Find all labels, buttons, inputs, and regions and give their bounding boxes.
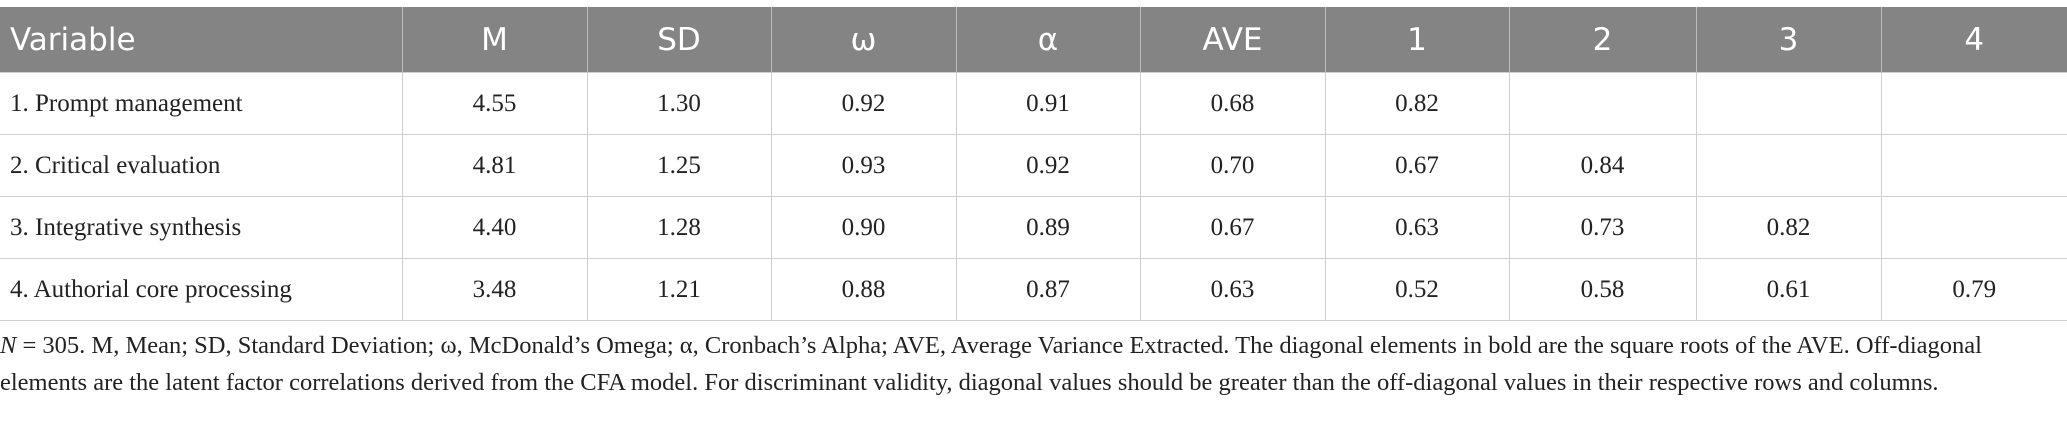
header-cell: 4 [1880,7,2067,73]
table-cell: 3. Integrative synthesis [0,196,403,259]
table-row: 1. Prompt management 4.55 1.30 0.92 0.91 0.68… [0,72,2067,135]
table-cell [1695,134,1882,197]
header-row: Variable M SD ω α AVE 1 2 3 4 [0,7,2067,73]
table-cell: 0.68 [1139,72,1326,135]
table-cell [1695,72,1882,135]
header-cell: Variable [0,7,402,73]
table-cell: 1. Prompt management [0,72,403,135]
table-cell: 0.70 [1139,134,1326,197]
table-cell: 0.87 [955,258,1141,321]
table-row: 4. Authorial core processing 3.48 1.21 0.88… [0,258,2067,321]
table-cell: 0.92 [770,72,957,135]
table-cell: 3.48 [401,258,588,321]
table-cell: 0.67 [1324,134,1510,197]
header-cell: α [955,7,1140,73]
table-cell: 0.82 [1695,196,1882,259]
header-cell: 1 [1324,7,1509,73]
table-cell: 0.91 [955,72,1141,135]
table-cell: 1.25 [586,134,772,197]
note-lead: N [0,332,17,359]
table-cell: 0.79 [1880,258,2067,321]
table-cell: 0.58 [1508,258,1697,321]
header-cell: 2 [1508,7,1696,73]
table-row: 2. Critical evaluation 4.81 1.25 0.93 0.92 0.… [0,134,2067,197]
header-cell: M [401,7,587,73]
table-cell: 1.28 [586,196,772,259]
table-cell [1508,72,1697,135]
table-cell: 0.93 [770,134,957,197]
data-table: Variable M SD ω α AVE 1 2 3 4 1. Prompt managemen… [0,7,2067,321]
table-cell [1880,196,2067,259]
header-cell: AVE [1139,7,1325,73]
table-cell: 1.21 [586,258,772,321]
table-body: 1. Prompt management 4.55 1.30 0.92 0.91 0.68… [0,72,2067,321]
table-cell: 0.61 [1695,258,1882,321]
table-note: N = 305. M, Mean; SD, Standard Deviation… [0,327,2067,401]
header-cell: 3 [1695,7,1881,73]
table-cell [1880,72,2067,135]
table-cell: 1.30 [586,72,772,135]
table-cell: 0.73 [1508,196,1697,259]
header-cell: ω [770,7,956,73]
table-cell: 0.92 [955,134,1141,197]
table-cell: 0.63 [1324,196,1510,259]
header-cell: SD [586,7,771,73]
table-cell: 4.55 [401,72,588,135]
table-cell: 4.40 [401,196,588,259]
table-cell: 0.67 [1139,196,1326,259]
table-cell: 0.88 [770,258,957,321]
table-cell: 0.89 [955,196,1141,259]
table-cell: 0.63 [1139,258,1326,321]
table-cell: 0.82 [1324,72,1510,135]
table-cell: 0.52 [1324,258,1510,321]
table-cell: 0.84 [1508,134,1697,197]
table-cell: 2. Critical evaluation [0,134,403,197]
note-text: = 305. M, Mean; SD, Standard Deviation; … [0,332,1982,396]
table-cell [1880,134,2067,197]
table-row: 3. Integrative synthesis 4.40 1.28 0.90 0.89… [0,196,2067,259]
table-cell: 4.81 [401,134,588,197]
table-cell: 0.90 [770,196,957,259]
table-cell: 4. Authorial core processing [0,258,403,321]
